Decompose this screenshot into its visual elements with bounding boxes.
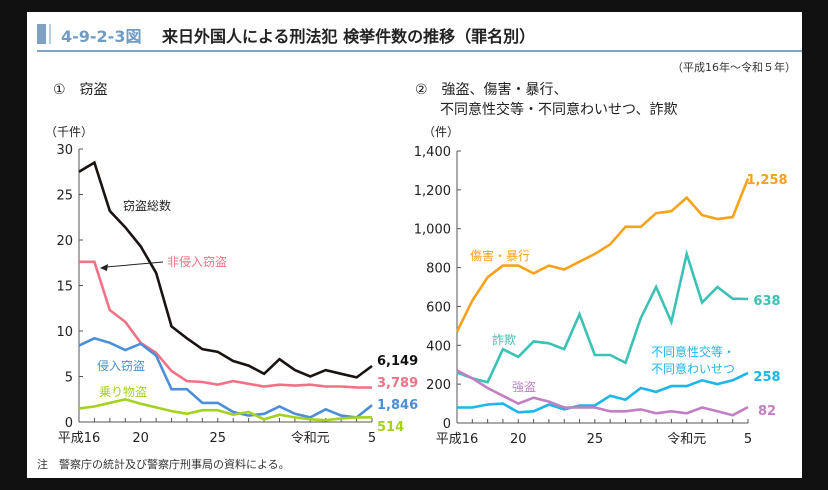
- chart1-series-annotation: 侵入窃盗: [97, 358, 145, 373]
- footnote: 注 警察庁の統計及び警察庁刑事局の資料による。: [37, 458, 290, 471]
- chart1-annotation-arrowhead-icon: [100, 264, 108, 271]
- chart2-end-label: 1,258: [746, 173, 787, 188]
- chart2-title-line1: ② 強盗、傷害・暴行、: [415, 82, 568, 98]
- chart2-y-tick-label: 400: [426, 339, 451, 354]
- chart1-end-label: 3,789: [377, 376, 418, 391]
- chart2-series-annotation: 強盗: [512, 379, 536, 394]
- chart1-x-tick-label: 平成16: [58, 431, 101, 446]
- chart2-series-annotation: 不同意性交等・: [651, 344, 735, 359]
- chart2-y-tick-label: 1,200: [414, 184, 451, 199]
- chart1-y-tick-label: 15: [56, 280, 73, 295]
- chart2-end-label: 82: [758, 404, 776, 419]
- chart1-end-label: 1,846: [377, 398, 418, 413]
- chart1-end-label: 514: [377, 420, 404, 435]
- title-accent-mark: [37, 24, 46, 44]
- chart2-series-line-2: [457, 371, 749, 414]
- chart2-series-line-3: [456, 369, 749, 417]
- chart1-series-line-3: [78, 397, 373, 422]
- chart2-series-annotation: 傷害・暴行: [470, 248, 530, 263]
- chart1-y-tick-label: 25: [56, 189, 73, 204]
- figure-title-bar: 4-9-2-3図 来日外国人による刑法犯 検挙件数の推移（罪名別）: [37, 20, 802, 52]
- chart2-y-tick-label: 800: [426, 262, 451, 277]
- chart2-end-label: 258: [753, 370, 780, 385]
- chart2-series-annotation: 詐欺: [492, 332, 516, 347]
- chart1-y-unit: （千件）: [45, 125, 93, 139]
- chart1-x-tick-label: 令和元: [291, 431, 330, 446]
- chart1-x-tick-label: 20: [132, 431, 149, 446]
- chart2-y-tick-label: 1,400: [414, 145, 451, 160]
- title-accent-mark-secondary: [49, 24, 51, 44]
- chart1-y-tick-label: 20: [56, 234, 73, 249]
- figure-title: 来日外国人による刑法犯 検挙件数の推移（罪名別）: [162, 27, 536, 46]
- chart2-x-tick-label: 25: [587, 432, 604, 447]
- charts-canvas: （千件） 0 5 10 15 20 25 30 平成16 20 25 令和元 5 6,149 3,789 1,…: [45, 125, 788, 447]
- chart1-y-tick-label: 10: [56, 325, 73, 340]
- chart2-series-line-0: [455, 178, 750, 333]
- chart2-x-tick-label: 平成16: [436, 432, 479, 447]
- chart2-y-tick-label: 200: [426, 378, 451, 393]
- figure-number: 4-9-2-3図: [61, 27, 142, 46]
- chart1-annotation-arrow-line: [105, 261, 164, 268]
- chart2-x-tick-label: 5: [744, 432, 752, 447]
- chart2-end-label: 638: [753, 294, 780, 309]
- chart2-title: ② 強盗、傷害・暴行、 不同意性交等・不同意わいせつ、詐欺: [415, 80, 677, 120]
- chart1-x-tick-label: 5: [368, 431, 376, 446]
- chart1-y-tick-label: 30: [56, 143, 73, 158]
- chart2-series-annotation: 不同意わいせつ: [651, 361, 735, 376]
- chart1-series-line-2: [78, 336, 373, 419]
- chart1-series-line-1: [79, 260, 373, 389]
- chart1-series-annotation: 窃盗総数: [123, 198, 171, 213]
- chart1-title: ① 窃盗: [53, 82, 108, 98]
- chart2-x-tick-label: 令和元: [667, 432, 706, 447]
- chart2-series-line-1: [456, 249, 749, 384]
- chart1-y-tick-label: 0: [65, 416, 73, 431]
- chart1-series-annotation: 非侵入窃盗: [167, 254, 227, 269]
- period-label: （平成16年～令和５年）: [672, 61, 796, 74]
- chart2-y-tick-label: 1,000: [414, 223, 451, 238]
- chart1-end-label: 6,149: [377, 354, 418, 369]
- figure-page: 4-9-2-3図 来日外国人による刑法犯 検挙件数の推移（罪名別） （平成16年…: [27, 12, 802, 478]
- chart2-y-unit: （件）: [423, 125, 459, 139]
- chart2-title-line2: 不同意性交等・不同意わいせつ、詐欺: [440, 102, 678, 118]
- chart2-y-tick-label: 600: [426, 300, 451, 315]
- chart2-x-tick-label: 20: [510, 432, 527, 447]
- chart1-y-tick-label: 5: [65, 371, 73, 386]
- chart1-x-tick-label: 25: [210, 431, 227, 446]
- chart1-series-line-0: [78, 160, 373, 379]
- chart2-y-tick-label: 0: [443, 417, 451, 432]
- chart1-series-annotation: 乗り物盗: [99, 384, 147, 399]
